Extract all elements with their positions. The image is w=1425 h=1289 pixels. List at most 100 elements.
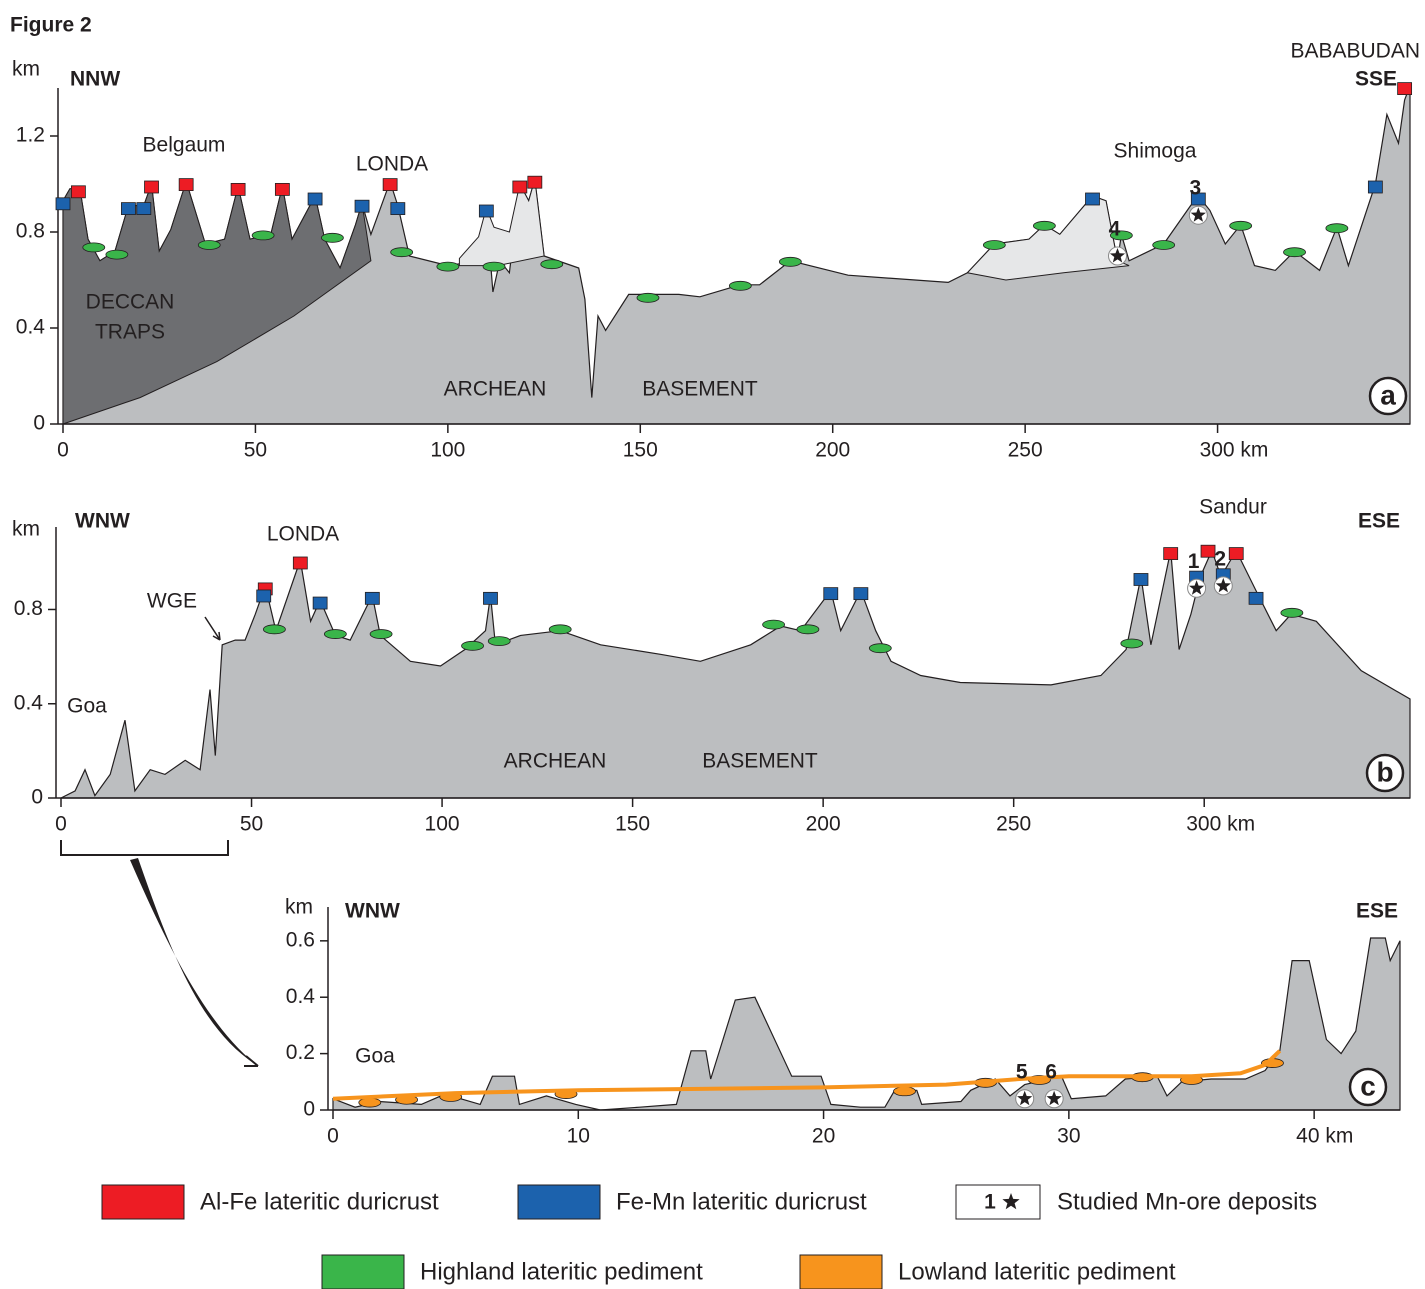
pediment-lens — [548, 624, 572, 635]
y-tick-label: 0.8 — [16, 220, 45, 243]
annotation: LONDA — [356, 153, 428, 176]
annotation: Goa — [355, 1045, 395, 1068]
y-tick-label: 0 — [33, 412, 45, 435]
pediment-lens — [369, 629, 393, 639]
duricrust-cap — [1248, 591, 1264, 605]
geology-region — [62, 179, 372, 425]
pediment-lens — [320, 232, 344, 243]
y-tick-label: 0.2 — [286, 1041, 315, 1064]
legend-star — [1002, 1193, 1020, 1210]
y-tick-label: 0.4 — [14, 691, 44, 714]
panel-label-circle — [1368, 376, 1408, 416]
duricrust-cap — [256, 589, 272, 603]
annotation: ARCHEAN — [504, 750, 607, 773]
deposit-number: 4 — [1109, 218, 1121, 241]
annotation: BASEMENT — [642, 378, 758, 401]
annotation: DECCAN — [86, 291, 175, 314]
pediment-lens — [1283, 247, 1306, 258]
pediment-lens — [82, 242, 106, 253]
pediment-lens — [1032, 220, 1056, 231]
annotation: Sandur — [1199, 496, 1267, 519]
annotation: WNW — [75, 510, 130, 533]
annotation: WGE — [147, 590, 197, 613]
duricrust-cap — [70, 185, 86, 199]
legend-label: Studied Mn-ore deposits — [1057, 1188, 1317, 1215]
deposit-star — [1190, 207, 1206, 222]
duricrust-cap — [478, 204, 494, 218]
annotation: WNW — [345, 900, 400, 923]
x-tick-label: 0 — [327, 1125, 339, 1148]
x-tick-label: 150 — [615, 813, 650, 836]
legend-label: Highland lateritic pediment — [420, 1258, 703, 1285]
pediment-lens — [487, 636, 511, 647]
y-axis-label: km — [12, 518, 40, 541]
x-tick-label: 100 — [425, 813, 460, 836]
panel-label: a — [1380, 379, 1396, 410]
zoom-arrow-head — [244, 1055, 259, 1067]
pediment-lens — [1152, 240, 1176, 250]
x-tick-label: 200 — [815, 439, 850, 462]
pediment-lens — [1120, 638, 1144, 649]
x-tick-label: 50 — [240, 813, 263, 836]
wge-pointer — [204, 616, 221, 641]
x-tick-label: 250 — [996, 813, 1031, 836]
topographic-profile — [332, 937, 1401, 1111]
duricrust-cap — [1397, 82, 1413, 95]
geology-region — [966, 195, 1130, 281]
pediment-lens — [796, 624, 820, 635]
duricrust-cap — [1085, 192, 1100, 206]
legend-swatch — [321, 1254, 405, 1289]
deposit-number: 6 — [1045, 1060, 1057, 1083]
duricrust-cap — [364, 591, 380, 605]
x-tick-label: 40 km — [1296, 1125, 1353, 1148]
deposit-star — [1109, 248, 1126, 263]
pediment-lens — [461, 640, 484, 651]
deposit-star — [1215, 577, 1231, 593]
x-tick-label: 200 — [806, 813, 841, 836]
legend-symbol-number: 1 — [984, 1191, 996, 1214]
y-tick-label: 0 — [31, 786, 43, 809]
duricrust-cap — [307, 192, 323, 206]
y-tick-label: 0 — [303, 1098, 315, 1121]
geology-region — [458, 179, 545, 267]
pediment-lens — [540, 259, 564, 270]
pediment-lens — [868, 643, 892, 654]
x-tick-label: 0 — [55, 813, 67, 836]
duricrust-cap — [382, 178, 398, 192]
duricrust-cap — [312, 596, 328, 610]
bracket — [60, 840, 229, 856]
legend-label: Lowland lateritic pediment — [898, 1258, 1176, 1285]
panel-label: b — [1376, 756, 1393, 787]
panel-label-circle — [1365, 753, 1405, 793]
deposit-star — [1017, 1090, 1033, 1106]
panel-label: c — [1360, 1070, 1376, 1101]
pediment-lens — [1109, 230, 1133, 241]
pediment-lens — [1325, 223, 1349, 234]
duricrust-cap — [1200, 544, 1216, 558]
deposit-number: 3 — [1189, 177, 1201, 200]
annotation: LONDA — [267, 523, 339, 546]
duricrust-cap — [292, 556, 308, 570]
annotation: SSE — [1355, 68, 1397, 91]
duricrust-cap — [1133, 573, 1149, 586]
annotation: BASEMENT — [702, 750, 818, 773]
legend-label: Al-Fe lateritic duricrust — [200, 1188, 439, 1215]
x-tick-label: 50 — [244, 439, 267, 462]
duricrust-cap — [527, 175, 543, 189]
x-tick-label: 0 — [57, 439, 69, 462]
x-tick-label: 150 — [623, 439, 658, 462]
pediment-lens — [436, 261, 460, 272]
pediment-lens — [778, 256, 802, 267]
pediment-lens — [482, 261, 506, 272]
y-tick-label: 0.6 — [286, 928, 315, 951]
legend-swatch — [799, 1254, 883, 1289]
pediment-lens — [197, 240, 221, 250]
deposit-number: 5 — [1016, 1060, 1028, 1083]
x-tick-label: 300 km — [1186, 813, 1255, 836]
deposit-star — [1189, 580, 1205, 595]
pediment-lens — [323, 629, 347, 639]
panel: 0 0.2 0.4 0.6 0 10 20 30 40 km km 5 6 WNW ESE Goa c — [285, 896, 1401, 1148]
y-axis-label: km — [285, 896, 313, 919]
x-tick-label: 30 — [1057, 1125, 1080, 1148]
deposit-star — [1046, 1090, 1062, 1106]
